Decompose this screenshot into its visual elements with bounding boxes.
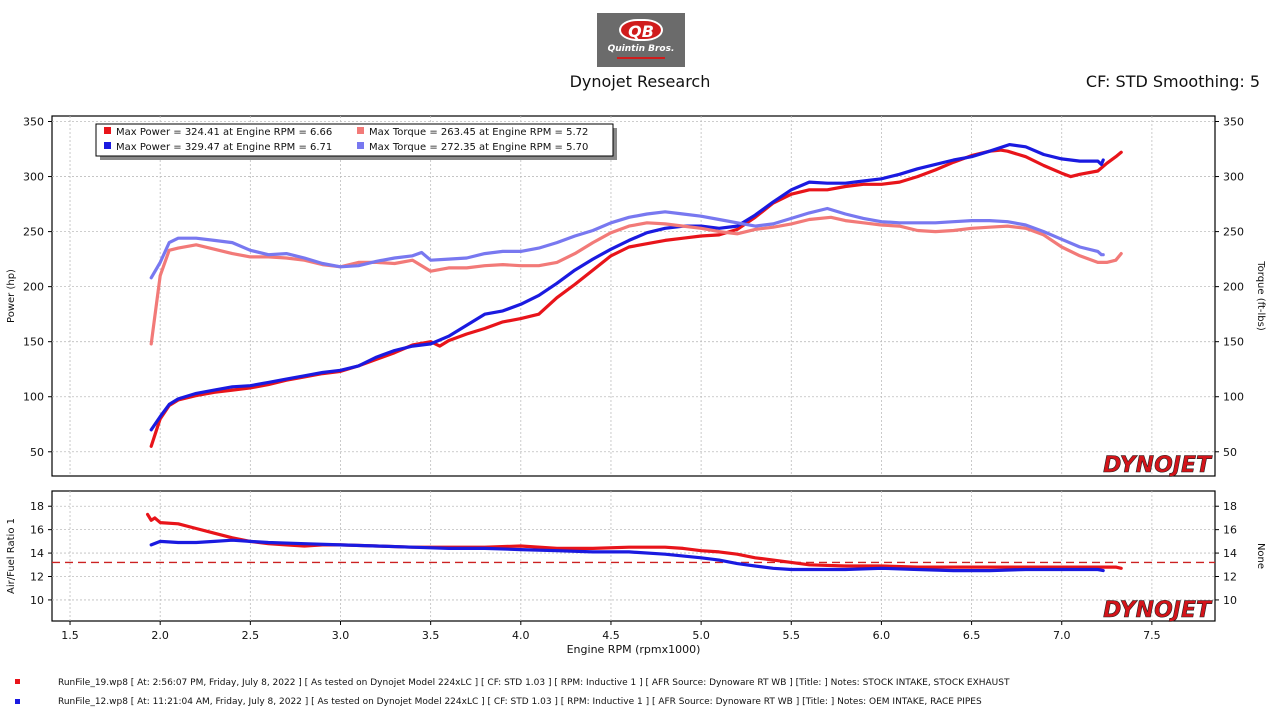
legend-entry-0: Max Power = 324.41 at Engine RPM = 6.66 — [116, 127, 332, 138]
y2-tick-label-1-3: 16 — [1223, 524, 1237, 537]
footer-swatch-run12 — [15, 699, 20, 704]
y2-tick-label-0-3: 200 — [1223, 281, 1244, 294]
y-tick-label-0-0: 50 — [30, 446, 44, 459]
y2-tick-label-0-6: 350 — [1223, 116, 1244, 129]
x-tick-label-0: 1.5 — [61, 629, 79, 642]
y-axis-label-1: Air/Fuel Ratio 1 — [6, 518, 17, 594]
x-tick-label-7: 5.0 — [692, 629, 710, 642]
y2-axis-label-0: Torque (ft-lbs) — [1255, 260, 1266, 331]
logo-name: Quintin Bros. — [607, 44, 675, 54]
y-tick-label-0-3: 200 — [23, 281, 44, 294]
y-tick-label-1-2: 14 — [30, 547, 44, 560]
series-line-1-1 — [149, 538, 1105, 573]
dynojet-watermark-0: DYNOJET — [1103, 453, 1213, 478]
series-line-0-2 — [149, 215, 1123, 346]
plot-area-0 — [51, 115, 1216, 477]
legend-entry-3: Max Torque = 272.35 at Engine RPM = 5.70 — [369, 142, 588, 153]
x-tick-label-12: 7.5 — [1143, 629, 1161, 642]
y2-tick-label-1-1: 12 — [1223, 570, 1237, 583]
y2-tick-label-0-1: 100 — [1223, 391, 1244, 404]
y-tick-label-1-4: 18 — [30, 500, 44, 513]
x-tick-label-4: 3.5 — [422, 629, 440, 642]
y-tick-label-1-1: 12 — [30, 570, 44, 583]
legend-swatch-1 — [357, 127, 364, 134]
y-tick-label-1-0: 10 — [30, 594, 44, 607]
legend-entry-1: Max Torque = 263.45 at Engine RPM = 5.72 — [369, 127, 588, 138]
footer-swatch-run19 — [15, 679, 20, 684]
legend-swatch-0 — [104, 127, 111, 134]
y2-tick-label-1-2: 14 — [1223, 547, 1237, 560]
x-tick-label-11: 7.0 — [1053, 629, 1071, 642]
x-tick-label-8: 5.5 — [783, 629, 801, 642]
x-tick-label-3: 3.0 — [332, 629, 350, 642]
y2-tick-label-1-4: 18 — [1223, 500, 1237, 513]
y2-tick-label-0-4: 250 — [1223, 226, 1244, 239]
plot-area-1 — [51, 490, 1216, 622]
y-tick-label-0-2: 150 — [23, 336, 44, 349]
legend-entry-2: Max Power = 329.47 at Engine RPM = 6.71 — [116, 142, 332, 153]
legend-swatch-3 — [357, 142, 364, 149]
y2-tick-label-1-0: 10 — [1223, 594, 1237, 607]
series-line-0-1 — [149, 143, 1105, 432]
footer-run19: RunFile_19.wp8 [ At: 2:56:07 PM, Friday,… — [58, 678, 1010, 688]
y2-tick-label-0-0: 50 — [1223, 446, 1237, 459]
x-tick-label-6: 4.5 — [602, 629, 620, 642]
y-tick-label-0-1: 100 — [23, 391, 44, 404]
quintin-bros-logo: QB Quintin Bros. — [597, 13, 685, 67]
correction-factor-info: CF: STD Smoothing: 5 — [1085, 72, 1260, 91]
y2-tick-label-0-2: 150 — [1223, 336, 1244, 349]
footer-run12: RunFile_12.wp8 [ At: 11:21:04 AM, Friday… — [58, 697, 982, 707]
page-title: Dynojet Research — [569, 72, 711, 91]
x-tick-label-1: 2.0 — [151, 629, 169, 642]
legend-box — [95, 123, 614, 157]
y-axis-label-0: Power (hp) — [6, 269, 17, 323]
legend: Max Power = 324.41 at Engine RPM = 6.66 M… — [95, 123, 614, 157]
legend-swatch-2 — [104, 142, 111, 149]
y-tick-label-0-6: 350 — [23, 116, 44, 129]
series-line-0-3 — [149, 206, 1105, 280]
y-tick-label-0-4: 250 — [23, 226, 44, 239]
y2-axis-label-1: None — [1255, 543, 1266, 569]
y-tick-label-1-3: 16 — [30, 524, 44, 537]
x-tick-label-10: 6.5 — [963, 629, 981, 642]
logo-underline — [617, 57, 665, 59]
dynojet-watermark-1: DYNOJET — [1103, 598, 1213, 623]
y2-tick-label-0-5: 300 — [1223, 171, 1244, 184]
x-tick-label-2: 2.5 — [242, 629, 260, 642]
series-line-1-0 — [146, 512, 1123, 570]
logo-mark: QB — [619, 19, 663, 41]
y-tick-label-0-5: 300 — [23, 171, 44, 184]
x-tick-label-9: 6.0 — [873, 629, 891, 642]
x-axis-label: Engine RPM (rpmx1000) — [567, 643, 701, 656]
x-tick-label-5: 4.0 — [512, 629, 530, 642]
